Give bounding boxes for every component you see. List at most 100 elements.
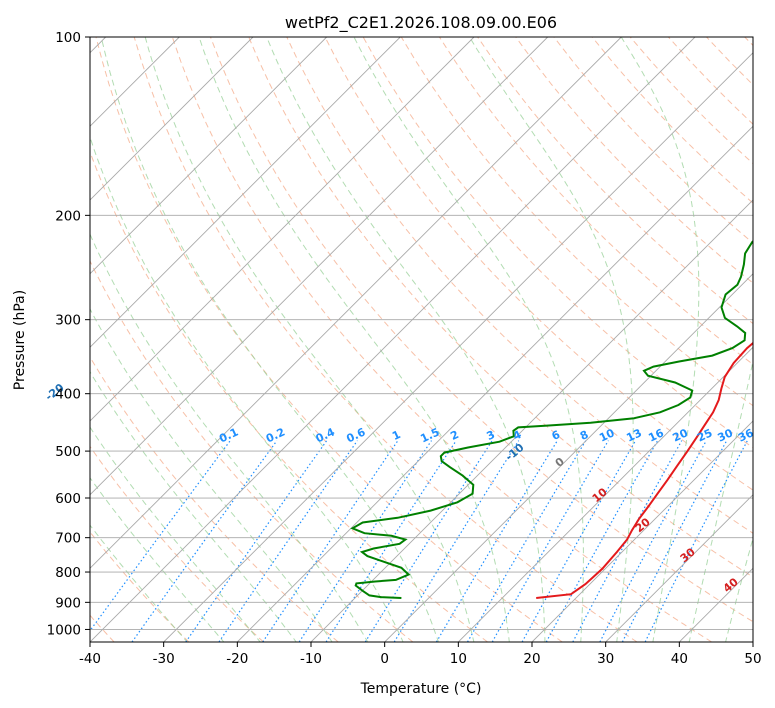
- y-tick-label: 1000: [47, 622, 81, 638]
- moist-adiabat: [90, 370, 297, 642]
- mixing-ratio-line: [599, 440, 707, 642]
- dry-adiabat: [515, 37, 753, 284]
- temperature-line: [536, 341, 753, 599]
- moist-adiabat: [688, 358, 753, 642]
- mixing-ratio-label: 6: [550, 428, 563, 443]
- isotherm: [384, 273, 753, 642]
- moist-adiabat: [725, 536, 753, 642]
- moist-adiabat: [90, 232, 369, 642]
- dry-adiabat: [553, 37, 753, 244]
- dry-adiabat: [90, 445, 264, 642]
- mixing-ratio-line: [435, 440, 558, 642]
- dry-adiabat: [324, 37, 753, 491]
- moist-adiabat: [198, 37, 510, 642]
- mixing-ratio-label: 20: [671, 426, 691, 444]
- mixing-ratio-line: [90, 440, 231, 632]
- y-axis-label: Pressure (hPa): [12, 290, 28, 390]
- x-tick-label: -20: [226, 651, 248, 667]
- mixing-ratio-label: 36: [736, 426, 756, 444]
- mixing-ratio-line: [131, 440, 278, 642]
- theta-label: -10: [503, 441, 527, 464]
- dry-adiabat: [90, 259, 414, 642]
- curve-labels: -100-90-80-70-60-50-40-30-20-10010203040…: [43, 381, 756, 595]
- moist-adiabat: [90, 476, 225, 642]
- x-tick-label: -40: [79, 651, 101, 667]
- mixing-ratio-line: [262, 440, 399, 642]
- isotherm: [90, 37, 254, 201]
- isotherm: [163, 52, 753, 642]
- moist-adiabat: [620, 37, 700, 642]
- mixing-ratio-line: [364, 440, 493, 642]
- moist-adiabat: [90, 135, 404, 642]
- moist-adiabat: [469, 37, 634, 642]
- y-tick-label: 700: [55, 531, 81, 547]
- x-tick-label: 50: [744, 651, 761, 667]
- mixing-ratio-line: [466, 440, 587, 642]
- dewpoint-line: [350, 239, 753, 599]
- x-tick-label: 40: [671, 651, 688, 667]
- sounding-lines: [350, 239, 753, 599]
- isotherm: [90, 37, 475, 422]
- dry-adiabat: [90, 531, 190, 642]
- y-tick-label: 900: [55, 595, 81, 611]
- y-tick-label: 400: [55, 387, 81, 403]
- dry-adiabat: [210, 37, 753, 623]
- moist-adiabat: [100, 37, 440, 642]
- mixing-ratio-line: [521, 440, 637, 642]
- mixing-ratio-label: 0.6: [344, 425, 367, 445]
- isotherm: [457, 346, 753, 642]
- dry-adiabat: [133, 37, 638, 642]
- theta-label: 30: [678, 545, 698, 565]
- isotherm: [605, 494, 753, 642]
- dry-adiabat: [706, 37, 753, 86]
- x-tick-label: 20: [523, 651, 540, 667]
- moist-adiabat: [90, 524, 188, 642]
- y-tick-label: 300: [55, 313, 81, 329]
- isotherm: [90, 37, 622, 569]
- dry-adiabat: [90, 356, 339, 642]
- moist-adiabat: [144, 37, 475, 642]
- isotherm: [90, 37, 549, 496]
- mixing-ratio-label: 16: [646, 426, 666, 444]
- y-tick-label: 100: [55, 30, 81, 46]
- isotherm: [236, 125, 753, 642]
- mixing-ratio-line: [572, 440, 683, 642]
- isotherm: [310, 199, 753, 642]
- theta-label: 20: [633, 515, 653, 535]
- mixing-ratio-line: [185, 440, 328, 642]
- mixing-ratio-label: 3: [485, 428, 497, 443]
- mixing-ratio-line: [218, 440, 358, 642]
- mixing-ratio-line: [545, 440, 659, 642]
- x-tick-label: 0: [380, 651, 389, 667]
- theta-label: 10: [590, 485, 610, 505]
- dry-adiabat: [248, 37, 753, 578]
- mixing-ratio-label: 25: [695, 426, 714, 444]
- dry-adiabat: [286, 37, 753, 534]
- mixing-ratio-label: 0.1: [217, 425, 240, 445]
- isotherm: [90, 37, 696, 642]
- mixing-ratio-label: 13: [624, 426, 643, 444]
- y-tick-label: 200: [55, 208, 81, 224]
- isotherm: [90, 37, 328, 275]
- mixing-ratio-label: 0.4: [314, 425, 337, 445]
- x-tick-label: -30: [153, 651, 175, 667]
- y-ticks: 100 200 300 400 500 600 700 800 900 1000: [47, 30, 90, 638]
- x-tick-label: 30: [597, 651, 614, 667]
- isotherm: [752, 641, 753, 642]
- mixing-ratio-label: 1.5: [418, 425, 441, 445]
- plot-frame: [89, 36, 754, 643]
- moist-adiabat: [90, 426, 261, 642]
- mixing-ratio-label: 1: [390, 428, 402, 443]
- mixing-ratio-label: 30: [716, 426, 736, 444]
- mixing-ratio-label: 2: [448, 428, 460, 443]
- dry-adiabat: [171, 37, 712, 642]
- mixing-ratio-line: [644, 440, 748, 642]
- mixing-ratio-label: 0.2: [264, 425, 287, 445]
- mixing-ratio-line: [298, 440, 432, 642]
- x-tick-label: 10: [450, 651, 467, 667]
- isotherm: [90, 37, 401, 348]
- chart-title: wetPf2_C2E1.2026.108.09.00.E06: [285, 13, 557, 33]
- isotherm: [531, 420, 753, 642]
- mixing-ratio-label: 10: [597, 426, 617, 444]
